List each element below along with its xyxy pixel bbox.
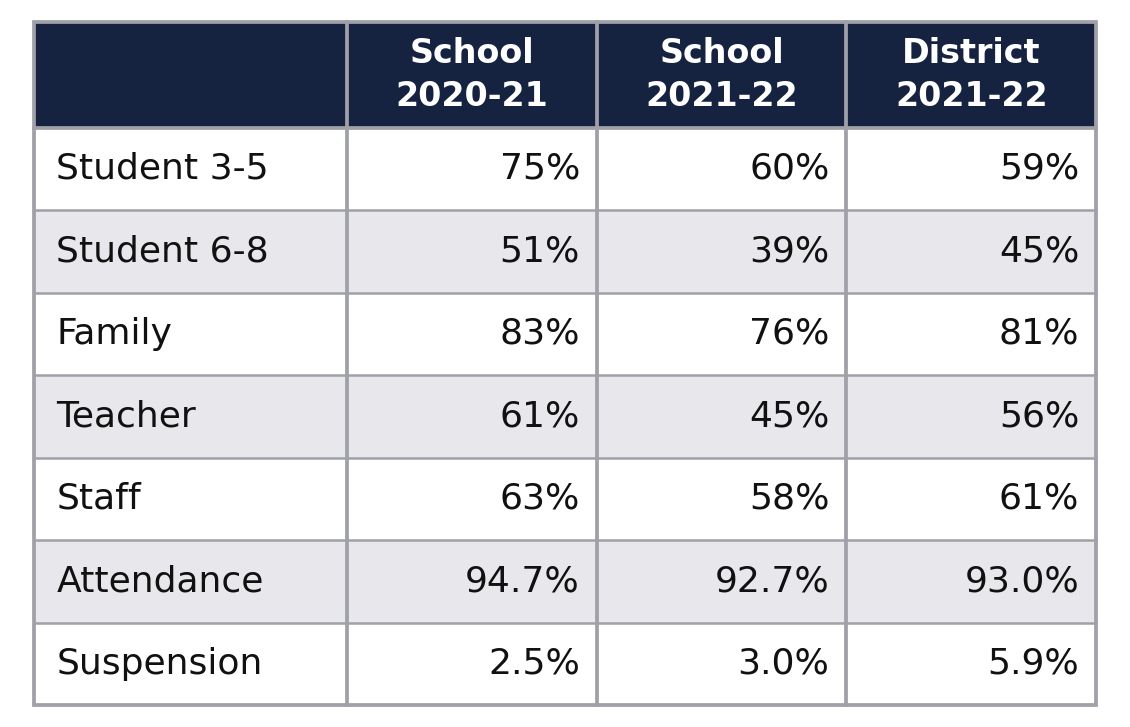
Bar bbox=[34, 623, 347, 705]
Bar bbox=[347, 128, 597, 210]
Bar bbox=[597, 540, 846, 623]
Text: 76%: 76% bbox=[749, 317, 829, 351]
Bar bbox=[597, 210, 846, 293]
Bar bbox=[846, 540, 1096, 623]
Bar bbox=[846, 22, 1096, 128]
Bar bbox=[347, 458, 597, 540]
Bar bbox=[597, 293, 846, 375]
Bar bbox=[347, 293, 597, 375]
Bar bbox=[597, 458, 846, 540]
Text: 61%: 61% bbox=[499, 399, 580, 433]
Bar bbox=[846, 293, 1096, 375]
Text: School
2021-22: School 2021-22 bbox=[645, 36, 798, 113]
Text: School
2020-21: School 2020-21 bbox=[396, 36, 548, 113]
Bar bbox=[347, 375, 597, 458]
Text: 45%: 45% bbox=[999, 235, 1079, 268]
Bar bbox=[846, 375, 1096, 458]
Text: Student 6-8: Student 6-8 bbox=[56, 235, 269, 268]
Text: 58%: 58% bbox=[749, 482, 829, 516]
Text: 2.5%: 2.5% bbox=[488, 647, 580, 681]
Bar bbox=[34, 128, 347, 210]
Bar bbox=[846, 210, 1096, 293]
Bar bbox=[597, 22, 846, 128]
Text: 75%: 75% bbox=[499, 152, 580, 186]
Bar bbox=[597, 623, 846, 705]
Bar bbox=[347, 540, 597, 623]
Text: 45%: 45% bbox=[749, 399, 829, 433]
Text: 3.0%: 3.0% bbox=[738, 647, 829, 681]
Bar bbox=[846, 458, 1096, 540]
Text: District
2021-22: District 2021-22 bbox=[895, 36, 1048, 113]
Bar bbox=[597, 128, 846, 210]
Text: 81%: 81% bbox=[999, 317, 1079, 351]
Text: 83%: 83% bbox=[499, 317, 580, 351]
Bar bbox=[347, 623, 597, 705]
Text: 63%: 63% bbox=[499, 482, 580, 516]
Bar bbox=[347, 22, 597, 128]
Text: 56%: 56% bbox=[999, 399, 1079, 433]
Text: 92.7%: 92.7% bbox=[715, 564, 829, 598]
Text: Attendance: Attendance bbox=[56, 564, 264, 598]
Bar bbox=[846, 128, 1096, 210]
Text: 51%: 51% bbox=[499, 235, 580, 268]
Bar bbox=[34, 22, 347, 128]
Text: Family: Family bbox=[56, 317, 173, 351]
Text: Student 3-5: Student 3-5 bbox=[56, 152, 269, 186]
Bar bbox=[846, 623, 1096, 705]
Text: 61%: 61% bbox=[999, 482, 1079, 516]
Bar bbox=[597, 375, 846, 458]
Bar bbox=[34, 375, 347, 458]
Bar bbox=[34, 540, 347, 623]
Bar bbox=[34, 458, 347, 540]
Bar bbox=[34, 210, 347, 293]
Text: 39%: 39% bbox=[749, 235, 829, 268]
Text: Suspension: Suspension bbox=[56, 647, 263, 681]
Text: 5.9%: 5.9% bbox=[988, 647, 1079, 681]
Text: 93.0%: 93.0% bbox=[964, 564, 1079, 598]
Bar bbox=[347, 210, 597, 293]
Text: Staff: Staff bbox=[56, 482, 141, 516]
Text: 94.7%: 94.7% bbox=[466, 564, 580, 598]
Text: Teacher: Teacher bbox=[56, 399, 197, 433]
Text: 59%: 59% bbox=[999, 152, 1079, 186]
Bar bbox=[34, 293, 347, 375]
Text: 60%: 60% bbox=[749, 152, 829, 186]
